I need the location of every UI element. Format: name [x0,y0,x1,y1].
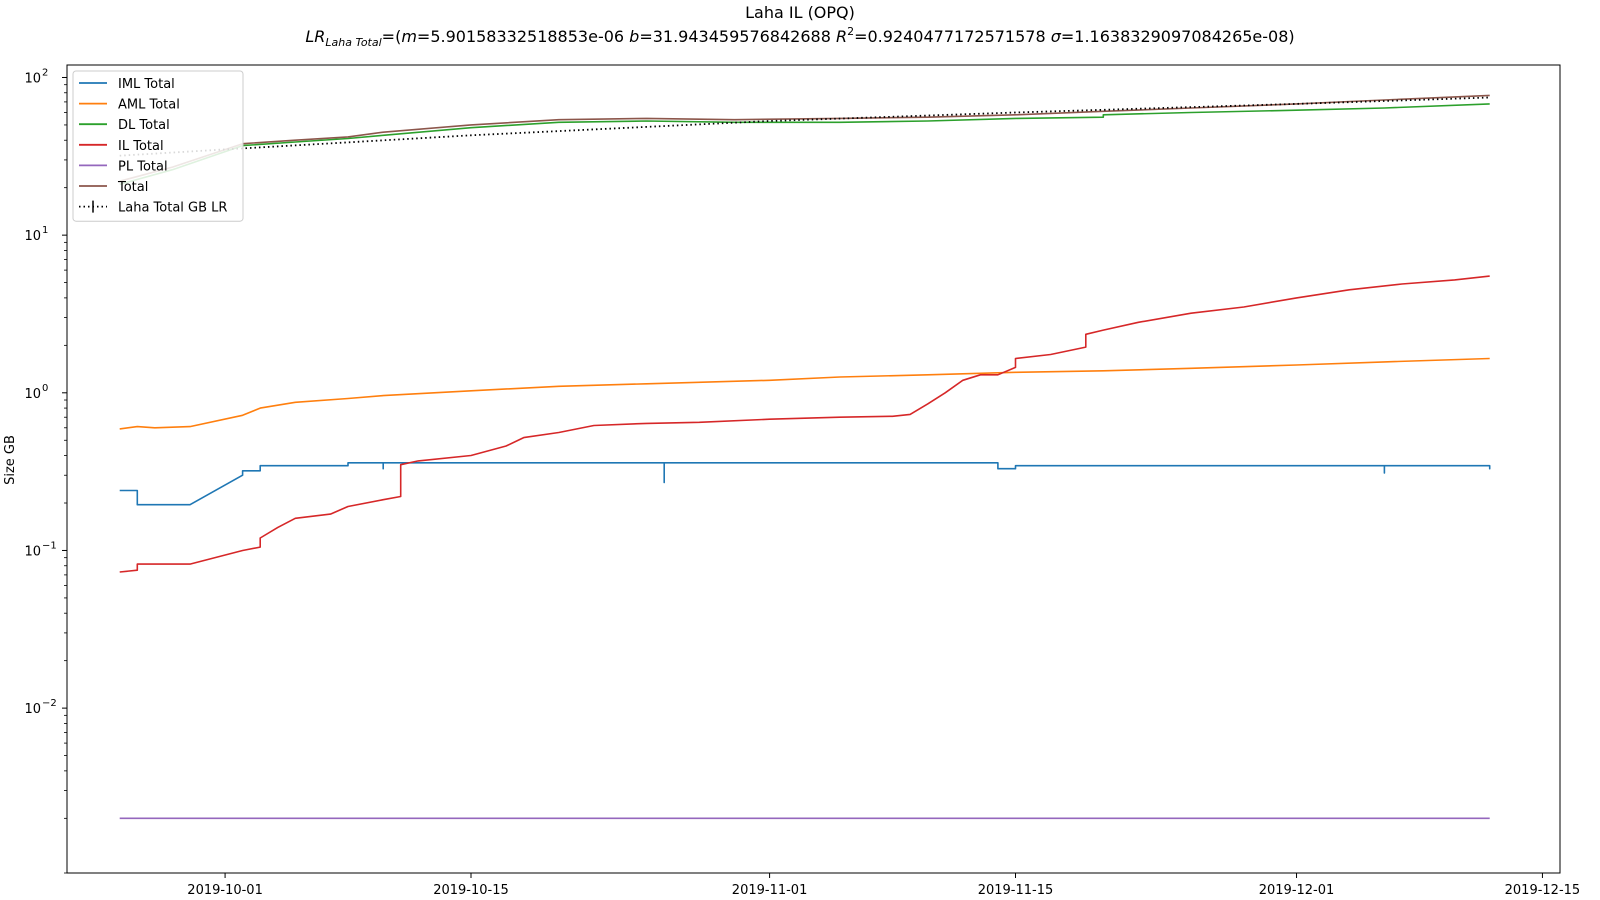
subtitle-sigma-value: 1.1638329097084265e-08 [1074,27,1288,46]
subtitle-r2-exp: 2 [847,25,854,38]
legend-label: IL Total [118,139,164,154]
subtitle-lr: LR [305,27,325,46]
x-tick-label: 2019-10-01 [187,883,263,898]
subtitle-r2-label: R [836,27,847,46]
legend-label: IML Total [118,77,175,92]
legend-box [72,70,244,222]
x-tick-label: 2019-12-15 [1505,883,1581,898]
subtitle-sigma-label: σ [1051,27,1062,46]
y-tick-label: 10 [24,387,41,402]
x-tick-label: 2019-10-15 [433,883,509,898]
subtitle-r2-value: 0.9240477172571578 [868,27,1046,46]
y-tick-exponent: 2 [42,67,48,78]
legend: IML Total AML Total DL Total IL Total PL Tot… [72,70,244,222]
chart-title: Laha IL (OPQ) [745,3,855,22]
y-tick-label: 10 [24,229,41,244]
series-line-6 [119,96,1490,157]
y-tick-exponent: 0 [42,383,48,394]
x-tick-label: 2019-11-01 [732,883,808,898]
subtitle-m-value: 5.90158332518853e-06 [430,27,624,46]
series-line-0 [119,462,1491,506]
legend-label: Total [117,180,148,195]
y-tick-exponent: 1 [42,225,48,236]
legend-label: AML Total [118,98,180,113]
y-tick-label: 10 [24,702,41,717]
y-axis-label: Size GB [3,435,18,485]
y-tick-exponent: −2 [42,698,57,709]
y-tick-exponent: −1 [42,540,57,551]
y-tick-label: 10 [24,544,41,559]
x-tick-label: 2019-11-15 [978,883,1054,898]
legend-label: Laha Total GB LR [118,201,227,216]
legend-label: PL Total [118,159,168,174]
subtitle-lr-subscript: Laha Total [325,36,381,49]
series-line-1 [119,357,1490,430]
chart-subtitle: LRLaha Total=(m=5.90158332518853e-06 b=3… [305,25,1294,49]
subtitle-b-value: 31.943459576842688 [653,27,831,46]
series-line-3 [119,275,1490,573]
series-layer [119,94,1491,820]
subtitle-b-label: b [629,27,639,46]
x-tick-label: 2019-12-01 [1259,883,1335,898]
x-axis-ticks: 2019-10-01 2019-10-15 2019-11-01 2019-11-15… [187,873,1580,898]
legend-label: DL Total [118,118,170,133]
plot-frame [66,64,1561,874]
series-line-5 [119,94,1490,182]
subtitle-m-label: m [401,27,417,46]
y-tick-label: 10 [24,71,41,86]
series-line-2 [119,103,1490,186]
